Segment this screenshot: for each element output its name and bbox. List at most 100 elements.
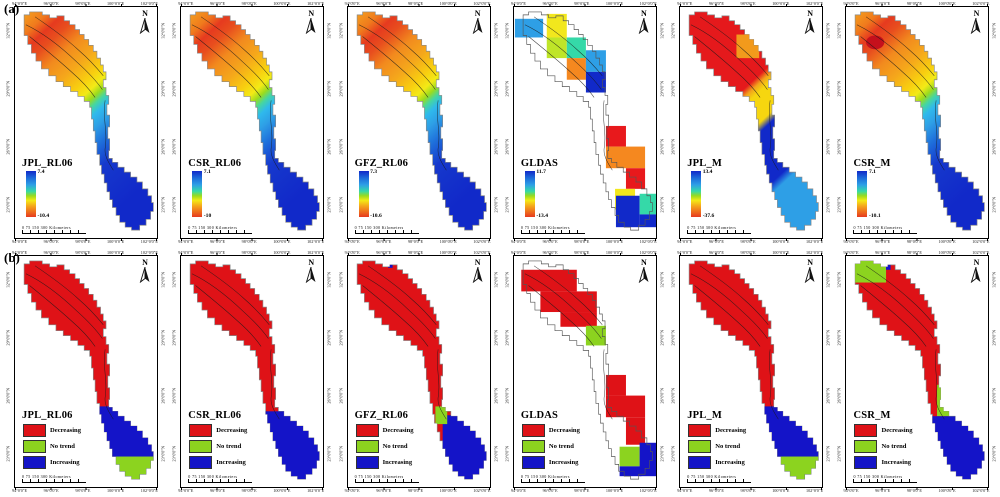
axis-ticks-right: 32°0'0"N 29°0'0"N 26°0'0"N 23°0'0"N	[324, 255, 334, 486]
axis-tick-label: 29°0'0"N	[659, 81, 665, 97]
axis-tick-label: 26°0'0"N	[659, 387, 665, 404]
axis-ticks-left: 32°0'0"N 29°0'0"N 26°0'0"N 23°0'0"N	[502, 255, 512, 486]
axis-tick-label: 26°0'0"N	[338, 138, 344, 155]
scalebar-bar	[22, 479, 86, 483]
axis-ticks-left: 32°0'0"N 29°0'0"N 26°0'0"N 23°0'0"N	[834, 6, 844, 237]
panel-a-gldas: 94°0'0"E 96°0'0"E 98°0'0"E 100°0'0"E 102°0'0…	[501, 0, 667, 248]
axis-tick-label: 23°0'0"N	[326, 445, 332, 462]
scalebar-bar	[188, 230, 253, 234]
axis-tick-label: 29°0'0"N	[991, 330, 997, 346]
axis-tick-label: 102°0'0"E	[972, 239, 990, 244]
axis-tick-label: 23°0'0"N	[326, 196, 332, 213]
axis-tick-label: 102°0'0"E	[307, 488, 325, 493]
axis-tick-label: 98°0'0"E	[241, 488, 257, 493]
category-legend: GLDAS Decreasing No trend Increasing	[521, 410, 580, 469]
map-frame: N JPL_RL06 Decreasing No trend Increasin…	[14, 253, 158, 490]
axis-tick-label: 100°0'0"E	[107, 1, 124, 6]
axis-tick-label: 98°0'0"E	[574, 1, 589, 6]
axis-tick-label: 98°0'0"E	[574, 250, 589, 255]
axis-ticks-top: 94°0'0"E 96°0'0"E 98°0'0"E 100°0'0"E 102°0'0…	[843, 249, 989, 255]
tick-marks	[846, 253, 989, 255]
north-arrow: N	[969, 259, 983, 283]
colorbar	[857, 171, 868, 217]
axis-tick-label: 26°0'0"N	[825, 387, 831, 404]
axis-tick-label: 96°0'0"E	[543, 1, 558, 6]
panel-title: CSR_M	[853, 410, 891, 421]
map-frame: N CSR_M Decreasing No trend Increasing 0…	[845, 253, 990, 490]
north-label: N	[807, 258, 814, 267]
axis-tick-label: 23°0'0"N	[836, 196, 842, 213]
axis-tick-label: 26°0'0"N	[493, 387, 499, 404]
axis-tick-label: 23°0'0"N	[991, 445, 997, 462]
legend-swatch-decreasing	[521, 424, 545, 437]
axis-tick-label: 32°0'0"N	[338, 272, 344, 288]
north-label: N	[973, 258, 980, 267]
axis-tick-label: 94°0'0"E	[178, 488, 194, 493]
legend-label: Increasing	[548, 459, 579, 466]
axis-tick-label: 29°0'0"N	[670, 330, 676, 346]
panel-b-csr-m: 94°0'0"E 96°0'0"E 98°0'0"E 100°0'0"E 102°0'0…	[833, 249, 999, 497]
map-frame: N CSR_RL06 7.1 -10 0 75 150 300 Kilo	[180, 4, 325, 241]
axis-tick-label: 98°0'0"E	[907, 250, 922, 255]
axis-tick-label: 96°0'0"E	[708, 239, 724, 244]
tick-marks	[513, 488, 656, 490]
scalebar-bar	[853, 230, 918, 234]
axis-tick-label: 98°0'0"E	[408, 1, 423, 6]
axis-tick-label: 98°0'0"E	[741, 250, 756, 255]
panel-title: GLDAS	[520, 158, 559, 169]
map-frame: N JPL_M Decreasing No trend Increasing 0…	[679, 253, 824, 490]
axis-tick-label: 102°0'0"E	[805, 488, 824, 493]
legend-label: No trend	[50, 443, 75, 450]
axis-tick-label: 96°0'0"E	[875, 250, 890, 255]
axis-ticks-top: 94°0'0"E 96°0'0"E 98°0'0"E 100°0'0"E 102°0'0…	[511, 249, 657, 255]
north-arrow: N	[471, 10, 485, 34]
scalebar: 0 75 150 300 Kilometers	[687, 225, 752, 234]
panel-b-gldas: 94°0'0"E 96°0'0"E 98°0'0"E 100°0'0"E 102°0'0…	[501, 249, 667, 497]
axis-tick-label: 94°0'0"E	[344, 488, 360, 493]
axis-tick-label: 100°0'0"E	[273, 239, 291, 244]
north-label: N	[641, 258, 647, 267]
axis-tick-label: 26°0'0"N	[836, 387, 842, 404]
axis-tick-label: 100°0'0"E	[273, 488, 291, 493]
legend-swatch-increasing	[688, 456, 712, 469]
legend-swatch-increasing	[355, 456, 379, 469]
panel-title: GFZ_RL06	[354, 410, 409, 421]
axis-ticks-left: 32°0'0"N 29°0'0"N 26°0'0"N 23°0'0"N	[668, 255, 678, 486]
legend-swatch-no-trend	[521, 440, 545, 453]
tick-marks	[347, 253, 490, 255]
axis-tick-label: 23°0'0"N	[991, 196, 997, 213]
axis-tick-label: 32°0'0"N	[504, 23, 510, 39]
axis-tick-label: 98°0'0"E	[407, 488, 424, 493]
north-label: N	[474, 9, 481, 18]
north-label: N	[142, 9, 148, 18]
axis-tick-label: 29°0'0"N	[659, 330, 665, 346]
axis-tick-label: 32°0'0"N	[659, 23, 665, 39]
axis-tick-label: 26°0'0"N	[171, 138, 177, 155]
axis-ticks-top: 94°0'0"E 96°0'0"E 98°0'0"E 100°0'0"E 102°0'0…	[178, 249, 324, 255]
panel-b-gfz-rl06: 94°0'0"E 96°0'0"E 98°0'0"E 100°0'0"E 102°0'0…	[335, 249, 501, 497]
category-legend: CSR_M Decreasing No trend Increasing	[853, 410, 913, 469]
map-frame: N CSR_M 7.1 -10.1 0 75 150 300 Kilom	[845, 4, 990, 241]
tick-marks	[680, 253, 823, 255]
legend-swatch-no-trend	[854, 440, 878, 453]
axis-tick-label: 23°0'0"N	[670, 445, 676, 462]
axis-tick-label: 29°0'0"N	[171, 330, 177, 346]
axis-tick-label: 102°0'0"E	[972, 1, 989, 6]
axis-ticks-top: 94°0'0"E 96°0'0"E 98°0'0"E 100°0'0"E 102°0'0…	[843, 0, 989, 6]
axis-tick-label: 100°0'0"E	[273, 250, 290, 255]
scalebar-bar	[354, 479, 419, 483]
axis-ticks-bottom: 94°0'0"E 96°0'0"E 98°0'0"E 100°0'0"E 102°0'0…	[511, 488, 657, 494]
axis-ticks-right: 32°0'0"N 29°0'0"N 26°0'0"N 23°0'0"N	[823, 255, 833, 486]
north-arrow: N	[304, 10, 318, 34]
axis-tick-label: 94°0'0"E	[12, 239, 28, 244]
axis-tick-label: 100°0'0"E	[107, 488, 125, 493]
axis-tick-label: 32°0'0"N	[160, 272, 166, 288]
axis-tick-label: 98°0'0"E	[242, 250, 257, 255]
colorbar	[26, 171, 36, 217]
axis-tick-label: 94°0'0"E	[178, 1, 193, 6]
axis-tick-label: 96°0'0"E	[542, 239, 558, 244]
legend-label: Decreasing	[881, 427, 913, 434]
axis-tick-label: 100°0'0"E	[938, 239, 956, 244]
scalebar-label: 0 75 150 300 Kilometers	[853, 224, 903, 230]
scalebar: 0 75 150 300 Kilometers	[188, 474, 253, 483]
